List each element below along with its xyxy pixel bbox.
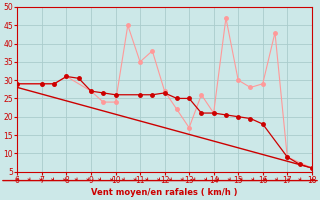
X-axis label: Vent moyen/en rafales ( km/h ): Vent moyen/en rafales ( km/h ): [91, 188, 238, 197]
